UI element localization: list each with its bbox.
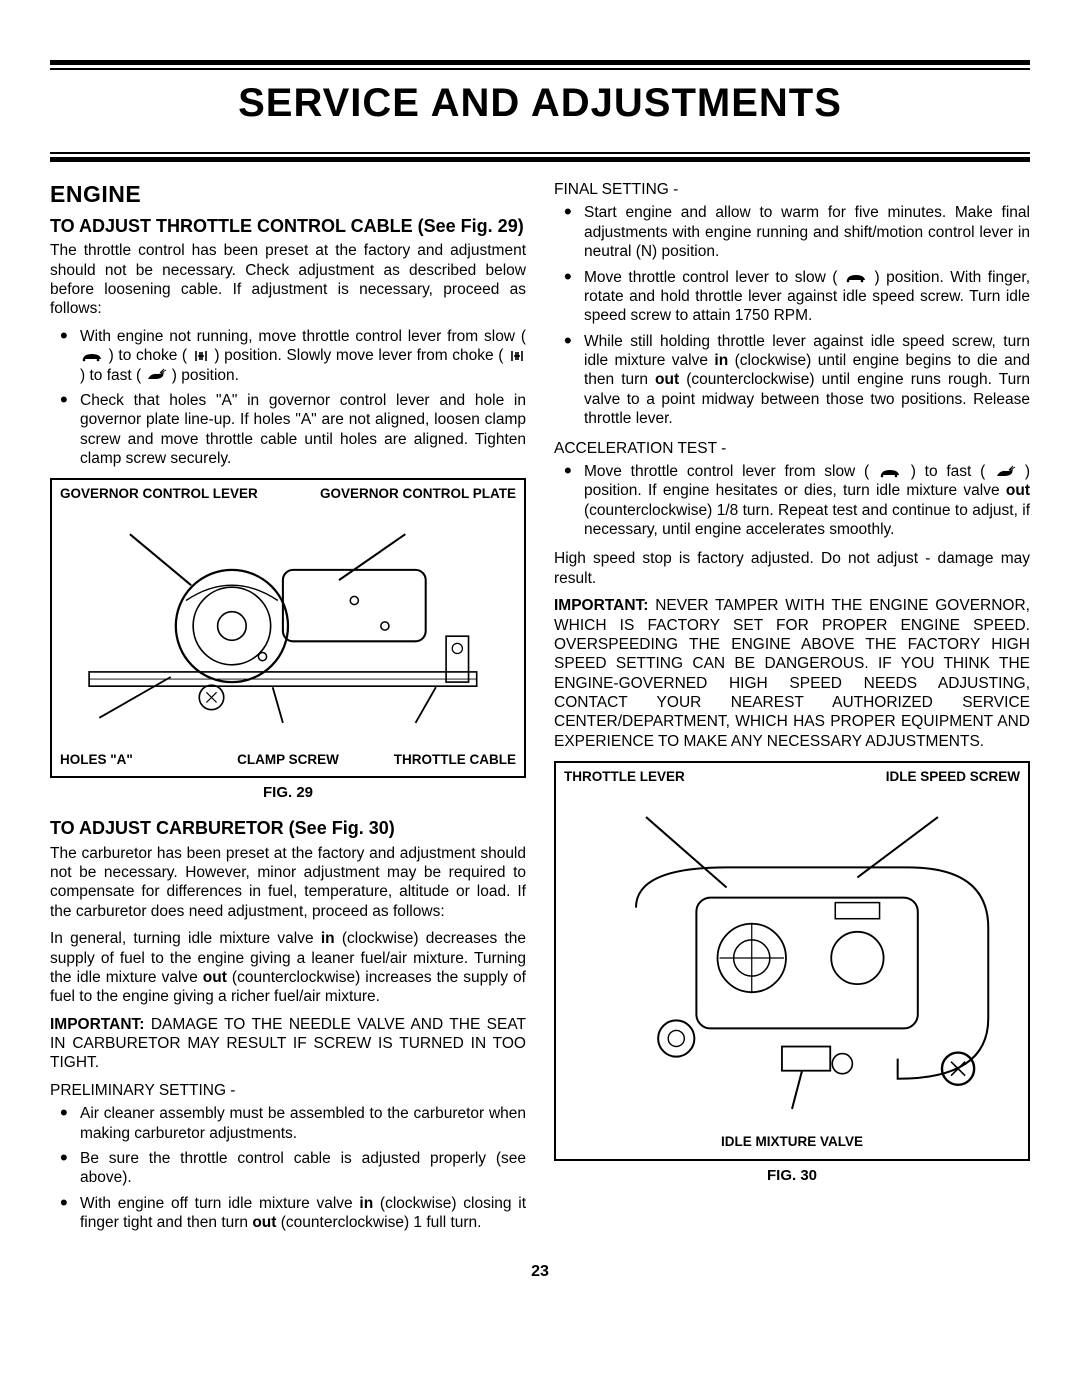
fig30-label-idle-mix: IDLE MIXTURE VALVE bbox=[721, 1134, 863, 1151]
carb-intro: The carburetor has been preset at the fa… bbox=[50, 844, 526, 922]
fig29-caption: FIG. 29 bbox=[50, 784, 526, 803]
throttle-steps: With engine not running, move throttle c… bbox=[50, 327, 526, 469]
fig29-label-throttle-cable: THROTTLE CABLE bbox=[364, 752, 516, 769]
carb-general: In general, turning idle mixture valve i… bbox=[50, 929, 526, 1007]
final-heading: FINAL SETTING - bbox=[554, 180, 1030, 199]
figure-29: GOVERNOR CONTROL LEVER GOVERNOR CONTROL … bbox=[50, 478, 526, 778]
throttle-step-2: Check that holes "A" in governor control… bbox=[80, 391, 526, 469]
fig30-caption: FIG. 30 bbox=[554, 1167, 1030, 1186]
mid-rule-thick bbox=[50, 157, 1030, 162]
final-step-2: Move throttle control lever to slow ( ) … bbox=[584, 268, 1030, 326]
carb-heading: TO ADJUST CARBURETOR (See Fig. 30) bbox=[50, 817, 526, 840]
prelim-steps: Air cleaner assembly must be assembled t… bbox=[50, 1104, 526, 1232]
final-step-3: While still holding throttle lever again… bbox=[584, 332, 1030, 429]
mid-rule-thin bbox=[50, 152, 1030, 154]
fig29-label-clamp: CLAMP SCREW bbox=[212, 752, 364, 769]
fig30-diagram bbox=[564, 807, 1020, 1119]
governor-important: IMPORTANT: NEVER TAMPER WITH THE ENGINE … bbox=[554, 596, 1030, 751]
prelim-step-2: Be sure the throttle control cable is ad… bbox=[80, 1149, 526, 1188]
turtle-icon bbox=[844, 271, 868, 283]
engine-heading: ENGINE bbox=[50, 180, 526, 209]
high-speed-note: High speed stop is factory adjusted. Do … bbox=[554, 549, 1030, 588]
fig29-diagram bbox=[60, 524, 516, 728]
prelim-step-1: Air cleaner assembly must be assembled t… bbox=[80, 1104, 526, 1143]
figure-30: THROTTLE LEVER IDLE SPEED SCREW bbox=[554, 761, 1030, 1161]
carb-important: IMPORTANT: DAMAGE TO THE NEEDLE VALVE AN… bbox=[50, 1015, 526, 1073]
turtle-icon bbox=[878, 466, 902, 478]
throttle-heading: TO ADJUST THROTTLE CONTROL CABLE (See Fi… bbox=[50, 215, 526, 238]
rabbit-icon bbox=[994, 465, 1016, 479]
left-column: ENGINE TO ADJUST THROTTLE CONTROL CABLE … bbox=[50, 176, 526, 1242]
fig29-label-holes-a: HOLES "A" bbox=[60, 752, 212, 769]
accel-heading: ACCELERATION TEST - bbox=[554, 439, 1030, 458]
prelim-step-3: With engine off turn idle mixture valve … bbox=[80, 1194, 526, 1233]
page-number: 23 bbox=[50, 1262, 1030, 1282]
fig29-label-gov-lever: GOVERNOR CONTROL LEVER bbox=[60, 486, 288, 503]
rabbit-icon bbox=[145, 368, 167, 382]
choke-icon bbox=[508, 349, 526, 363]
fig30-label-idle-speed: IDLE SPEED SCREW bbox=[792, 769, 1020, 786]
top-rule-thick bbox=[50, 60, 1030, 65]
final-steps: Start engine and allow to warm for five … bbox=[554, 203, 1030, 428]
page-title: SERVICE AND ADJUSTMENTS bbox=[50, 70, 1030, 136]
right-column: FINAL SETTING - Start engine and allow t… bbox=[554, 176, 1030, 1242]
content-columns: ENGINE TO ADJUST THROTTLE CONTROL CABLE … bbox=[50, 176, 1030, 1242]
throttle-step-1: With engine not running, move throttle c… bbox=[80, 327, 526, 385]
turtle-icon bbox=[80, 350, 104, 362]
accel-steps: Move throttle control lever from slow ( … bbox=[554, 462, 1030, 540]
fig29-label-gov-plate: GOVERNOR CONTROL PLATE bbox=[288, 486, 516, 503]
throttle-intro: The throttle control has been preset at … bbox=[50, 241, 526, 319]
prelim-heading: PRELIMINARY SETTING - bbox=[50, 1081, 526, 1100]
fig30-label-throttle-lever: THROTTLE LEVER bbox=[564, 769, 792, 786]
final-step-1: Start engine and allow to warm for five … bbox=[584, 203, 1030, 261]
accel-step-1: Move throttle control lever from slow ( … bbox=[584, 462, 1030, 540]
choke-icon bbox=[192, 349, 210, 363]
